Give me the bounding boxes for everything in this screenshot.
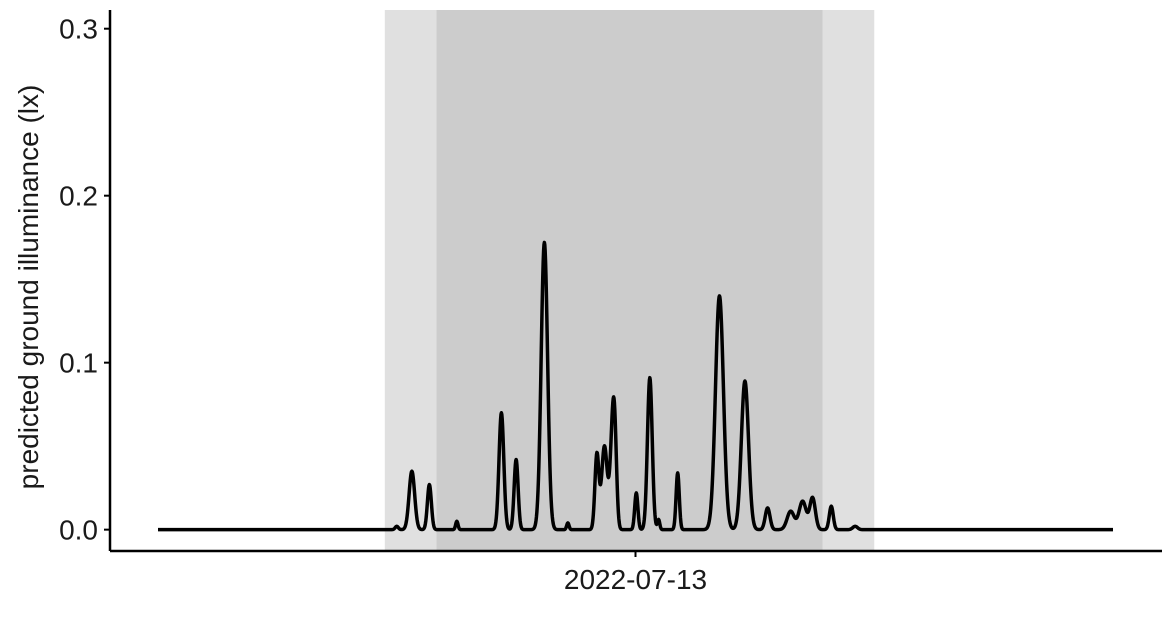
y-tick-label: 0.1 (59, 348, 98, 379)
y-axis-ticks: 0.0 0.1 0.2 0.3 (59, 14, 110, 546)
series-lines (156, 240, 1115, 532)
x-axis-ticks: 2022-07-13 (564, 551, 707, 595)
band-night (436, 10, 823, 551)
y-axis-title: predicted ground illuminance (lx) (13, 85, 44, 490)
shaded-bands (384, 10, 875, 551)
y-tick-label: 0.0 (59, 515, 98, 546)
series-line-0 (156, 240, 1115, 532)
y-tick-label: 0.2 (59, 181, 98, 212)
y-tick-label: 0.3 (59, 14, 98, 45)
x-tick-label: 2022-07-13 (564, 564, 707, 595)
